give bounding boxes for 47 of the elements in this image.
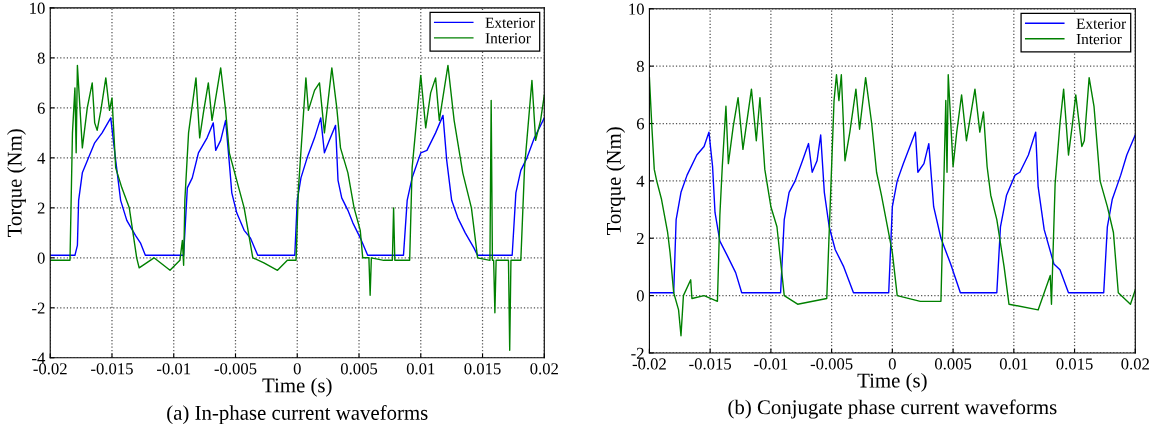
x-axis-title: Time (s) <box>262 377 332 397</box>
x-tick-label: -0.01 <box>157 363 191 375</box>
y-tick-label: 6 <box>37 102 45 114</box>
x-tick-label: 0.015 <box>464 363 501 375</box>
x-tick-label: 0.01 <box>406 363 435 375</box>
y-tick-label: -2 <box>32 302 45 314</box>
y-tick-label: 6 <box>636 118 645 130</box>
x-tick-label: -0.02 <box>632 358 666 370</box>
x-tick-label: 0.005 <box>934 358 972 370</box>
x-tick-label: 0 <box>293 363 301 375</box>
y-tick-label: 8 <box>636 60 644 73</box>
y-tick-label: 8 <box>37 52 45 64</box>
line-series <box>649 74 1136 337</box>
x-tick-label: -0.02 <box>33 363 67 375</box>
y-tick-label: 4 <box>37 152 46 164</box>
line-series <box>50 64 545 351</box>
y-tick-label: 10 <box>30 2 45 14</box>
y-tick-label: 4 <box>636 175 645 187</box>
legend-label: Exterior <box>1076 18 1126 29</box>
text: (a) In-phase current waveforms <box>167 405 428 425</box>
x-tick-label: -0.005 <box>214 363 257 375</box>
y-axis-title: Torque (Nm) <box>606 127 626 236</box>
x-tick-label: 0.015 <box>1056 358 1093 370</box>
y-tick-label: 0 <box>37 252 45 264</box>
text: (b) Conjugate phase current waveforms <box>728 399 1057 419</box>
y-tick-label: 10 <box>629 3 644 15</box>
legend-label: Interior <box>1076 34 1122 45</box>
line-series <box>649 131 1136 294</box>
legend-label: Exterior <box>485 17 535 28</box>
y-tick-label: 0 <box>636 290 644 302</box>
y-tick-label: -2 <box>631 347 644 359</box>
legend-label: Interior <box>485 33 531 44</box>
x-tick-label: 0.02 <box>530 363 558 375</box>
x-tick-label: -0.015 <box>91 363 133 375</box>
x-tick-label: -0.015 <box>689 358 732 370</box>
x-tick-label: -0.005 <box>810 358 853 370</box>
x-tick-label: 0 <box>888 358 896 370</box>
line-series <box>50 114 545 257</box>
x-tick-label: 0.01 <box>999 358 1028 370</box>
x-tick-label: 0.02 <box>1121 358 1149 370</box>
x-tick-label: -0.01 <box>754 358 788 370</box>
x-axis-title: Time (s) <box>857 372 927 392</box>
x-tick-label: 0.005 <box>340 363 378 375</box>
y-tick-label: 2 <box>37 202 45 214</box>
y-tick-label: 2 <box>636 232 644 245</box>
y-tick-label: -4 <box>32 352 46 364</box>
y-axis-title: Torque (Nm) <box>7 129 26 237</box>
